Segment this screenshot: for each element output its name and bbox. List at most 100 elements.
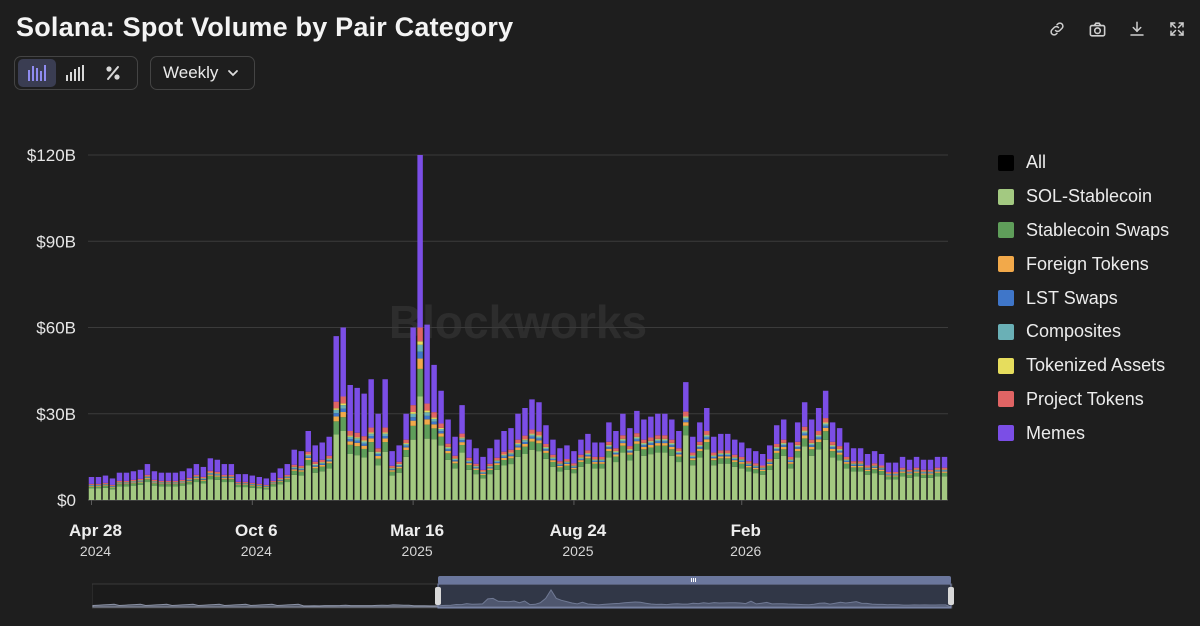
link-icon[interactable]: [1044, 16, 1070, 42]
bar-stack[interactable]: [620, 413, 626, 500]
bar-stack[interactable]: [277, 468, 283, 500]
interval-dropdown[interactable]: Weekly: [150, 56, 255, 90]
bar-stack[interactable]: [466, 439, 472, 500]
bar-stack[interactable]: [95, 477, 102, 500]
legend-item-foreign-tokens[interactable]: Foreign Tokens: [998, 247, 1169, 281]
bar-stack[interactable]: [375, 413, 381, 500]
bar-stack[interactable]: [508, 428, 514, 500]
bar-stack[interactable]: [123, 472, 130, 500]
bar-stack[interactable]: [487, 448, 493, 501]
bar-stack[interactable]: [732, 439, 738, 500]
bar-stack[interactable]: [941, 456, 948, 500]
bar-stack[interactable]: [808, 419, 815, 501]
bar-stack[interactable]: [396, 445, 402, 500]
bar-stack[interactable]: [878, 454, 885, 500]
bar-stack[interactable]: [829, 422, 836, 500]
bar-stack[interactable]: [137, 469, 144, 500]
bar-stack[interactable]: [109, 478, 116, 500]
legend-item-tokenized-assets[interactable]: Tokenized Assets: [998, 349, 1169, 383]
bar-stack[interactable]: [522, 408, 528, 500]
bar-stack[interactable]: [172, 472, 179, 500]
bar-stack[interactable]: [368, 379, 374, 500]
bar-stack[interactable]: [690, 436, 696, 500]
bar-stack[interactable]: [263, 478, 270, 500]
bar-stack[interactable]: [711, 436, 717, 500]
bar-stack[interactable]: [725, 433, 731, 500]
bar-stack[interactable]: [410, 327, 416, 501]
bar-stack[interactable]: [571, 451, 577, 500]
legend-item-stablecoin-swaps[interactable]: Stablecoin Swaps: [998, 214, 1169, 248]
legend-item-lst-swaps[interactable]: LST Swaps: [998, 281, 1169, 315]
bar-stack[interactable]: [543, 425, 549, 500]
bar-stack[interactable]: [850, 448, 857, 500]
bar-stack[interactable]: [165, 472, 172, 500]
bar-stack[interactable]: [431, 364, 437, 500]
bar-stack[interactable]: [704, 408, 710, 500]
bar-stack[interactable]: [906, 459, 913, 500]
bar-stack[interactable]: [822, 390, 829, 500]
bar-stack[interactable]: [235, 474, 242, 500]
bar-stack[interactable]: [347, 385, 353, 500]
bar-stack[interactable]: [641, 419, 647, 501]
bar-stack[interactable]: [550, 439, 556, 500]
bar-stack[interactable]: [578, 439, 584, 500]
bar-stack[interactable]: [312, 445, 318, 500]
bar-stack[interactable]: [564, 445, 570, 500]
bar-stack[interactable]: [753, 451, 759, 500]
bar-stack[interactable]: [885, 462, 892, 500]
bar-stack[interactable]: [766, 445, 773, 500]
bar-stack[interactable]: [592, 442, 598, 501]
bar-stack[interactable]: [480, 456, 486, 500]
bar-stack[interactable]: [256, 477, 263, 500]
bar-stack[interactable]: [417, 155, 423, 500]
bar-stack[interactable]: [606, 422, 612, 500]
bar-stack[interactable]: [739, 442, 745, 501]
legend-item-composites[interactable]: Composites: [998, 315, 1169, 349]
bar-stack[interactable]: [340, 327, 346, 501]
grouped-bar-icon[interactable]: [18, 59, 56, 87]
bar-stack[interactable]: [920, 459, 927, 500]
bar-stack[interactable]: [473, 448, 479, 501]
bar-stack[interactable]: [746, 448, 752, 500]
bar-stack[interactable]: [857, 448, 864, 500]
bar-stack[interactable]: [773, 425, 780, 500]
bar-stack[interactable]: [361, 393, 367, 500]
bar-stack[interactable]: [319, 442, 325, 501]
bar-stack[interactable]: [403, 413, 409, 501]
bar-stack[interactable]: [270, 472, 277, 500]
bar-stack[interactable]: [794, 422, 801, 500]
stacked-bar-icon[interactable]: [56, 59, 94, 87]
bar-stack[interactable]: [214, 459, 221, 501]
bar-stack[interactable]: [207, 458, 214, 500]
bar-stack[interactable]: [927, 459, 934, 500]
bar-stack[interactable]: [445, 419, 451, 501]
bar-stack[interactable]: [298, 451, 304, 500]
bar-stack[interactable]: [438, 390, 444, 501]
bar-stack[interactable]: [242, 474, 249, 500]
bar-stack[interactable]: [899, 456, 906, 500]
bar-stack[interactable]: [815, 408, 822, 500]
bar-stack[interactable]: [221, 464, 228, 500]
bar-stack[interactable]: [669, 419, 675, 501]
bar-stack[interactable]: [780, 419, 787, 501]
bar-stack[interactable]: [529, 399, 535, 500]
download-icon[interactable]: [1124, 16, 1150, 42]
bar-stack[interactable]: [130, 471, 137, 501]
bar-stack[interactable]: [459, 405, 465, 500]
bar-stack[interactable]: [613, 431, 619, 500]
bar-stack[interactable]: [382, 379, 388, 500]
bar-stack[interactable]: [144, 464, 151, 500]
bar-stack[interactable]: [501, 431, 507, 500]
bar-stack[interactable]: [864, 454, 871, 500]
percent-icon[interactable]: [94, 59, 132, 87]
bar-stack[interactable]: [871, 451, 878, 500]
navigator-selection[interactable]: [437, 583, 952, 609]
bar-stack[interactable]: [718, 433, 724, 500]
bar-stack[interactable]: [759, 454, 766, 500]
bar-stack[interactable]: [676, 431, 682, 500]
bar-stack[interactable]: [326, 436, 332, 501]
bar-stack[interactable]: [354, 387, 360, 500]
bar-stack[interactable]: [934, 456, 941, 500]
bar-stack[interactable]: [648, 416, 654, 500]
navigator-handle-bar[interactable]: [438, 576, 951, 584]
